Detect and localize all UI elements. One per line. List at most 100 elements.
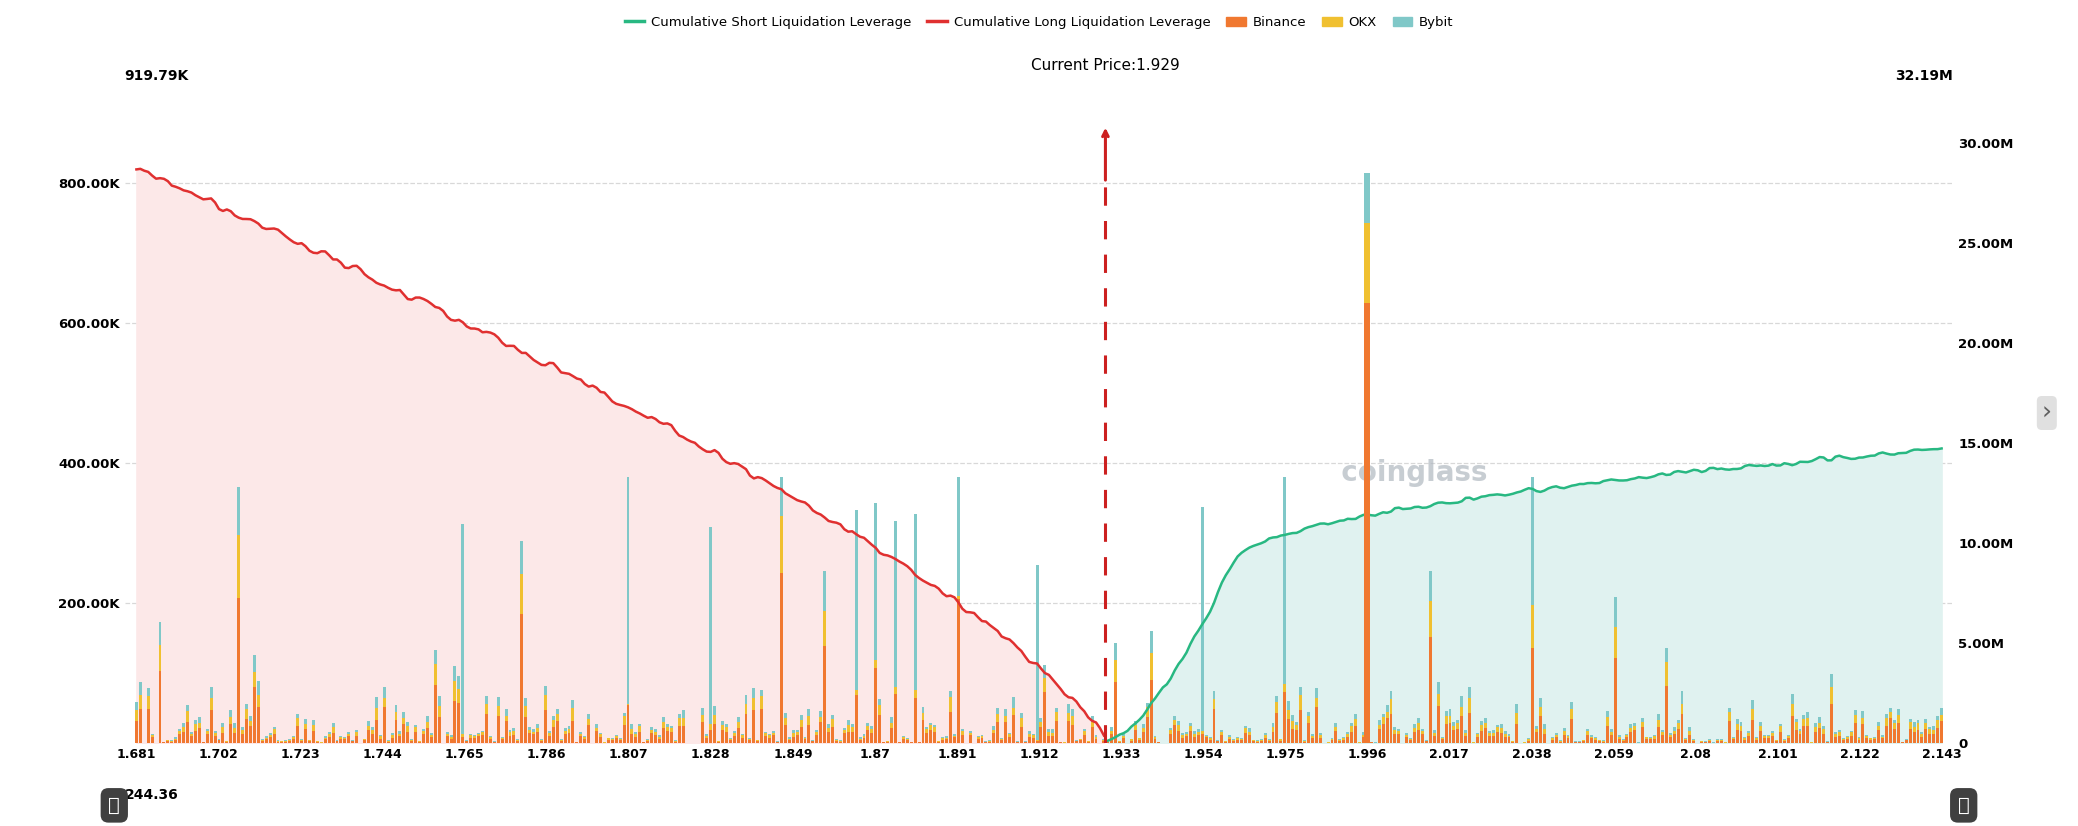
Bar [1889, 708, 1891, 712]
Bar [1390, 691, 1392, 699]
Bar [1417, 719, 1419, 723]
Bar [276, 741, 278, 742]
Bar [540, 741, 542, 743]
Bar [1735, 729, 1739, 743]
Bar [387, 742, 389, 743]
Bar [725, 732, 727, 743]
Bar [501, 739, 503, 743]
Bar [1020, 727, 1022, 743]
Bar [453, 666, 457, 681]
Bar [193, 724, 197, 731]
Bar [1629, 729, 1633, 732]
Bar [478, 733, 480, 734]
Bar [1876, 725, 1881, 730]
Bar [197, 717, 202, 723]
Bar [555, 721, 559, 743]
Bar [1606, 711, 1608, 718]
Bar [1610, 729, 1613, 732]
Bar [646, 740, 648, 741]
Bar [1727, 713, 1731, 721]
Bar [796, 734, 798, 743]
Bar [1047, 729, 1049, 732]
Bar [665, 727, 669, 731]
Bar [594, 724, 598, 728]
Bar [634, 734, 638, 738]
Bar [1885, 714, 1889, 719]
Bar [229, 717, 233, 724]
Bar [993, 726, 995, 729]
Bar [175, 740, 177, 743]
Bar [1236, 738, 1238, 739]
Bar [875, 668, 877, 743]
Bar [540, 740, 542, 741]
Bar [615, 738, 617, 743]
Bar [1141, 733, 1145, 743]
Bar [1928, 727, 1930, 729]
Bar [237, 487, 241, 534]
Bar [1189, 731, 1193, 743]
Bar [434, 649, 436, 664]
Bar [509, 736, 511, 743]
Bar [312, 730, 316, 743]
Bar [1444, 724, 1448, 743]
Bar [1795, 729, 1797, 743]
Bar [815, 735, 819, 743]
Bar [1937, 720, 1939, 728]
Bar [1621, 740, 1625, 741]
Bar [403, 724, 405, 743]
Bar [395, 705, 397, 712]
Bar [989, 742, 991, 743]
Bar [1214, 691, 1216, 699]
Bar [1184, 736, 1189, 743]
Bar [1739, 731, 1743, 743]
Bar [1721, 741, 1723, 743]
Bar [1515, 724, 1519, 743]
Bar [395, 720, 397, 743]
Bar [1629, 732, 1633, 743]
Bar [407, 726, 409, 732]
Bar [297, 714, 299, 719]
Bar [1673, 727, 1675, 731]
Bar [1554, 737, 1558, 743]
Bar [1448, 723, 1450, 743]
Bar [206, 729, 208, 731]
Bar [1866, 734, 1868, 736]
Bar [1540, 707, 1542, 716]
Bar [1430, 601, 1432, 637]
Bar [166, 740, 168, 741]
Bar [520, 615, 524, 743]
Bar [709, 528, 713, 724]
Bar [206, 733, 208, 743]
Bar [1615, 597, 1617, 627]
Bar [434, 686, 436, 743]
Text: ⏸: ⏸ [108, 795, 121, 815]
Bar [1228, 735, 1232, 737]
Bar [1461, 695, 1463, 707]
Bar [1417, 723, 1419, 730]
Bar [532, 732, 536, 734]
Bar [1251, 741, 1255, 743]
Bar [1743, 738, 1746, 740]
Bar [960, 731, 964, 734]
Bar [1910, 719, 1912, 723]
Bar [981, 737, 983, 738]
Bar [1361, 737, 1365, 743]
Bar [1130, 739, 1133, 741]
Bar [465, 741, 468, 743]
Bar [1220, 735, 1224, 743]
Bar [1542, 729, 1546, 734]
Bar [1602, 742, 1604, 743]
Bar [1295, 725, 1299, 730]
Bar [1845, 736, 1849, 738]
Bar [835, 740, 837, 741]
Bar [937, 742, 939, 743]
Text: Current Price:1.929: Current Price:1.929 [1031, 59, 1180, 74]
Bar [214, 731, 216, 733]
Bar [1461, 707, 1463, 715]
Bar [1307, 716, 1309, 723]
Bar [328, 733, 330, 734]
Bar [505, 715, 507, 721]
Bar [1590, 737, 1594, 738]
Bar [823, 572, 827, 611]
Bar [1586, 731, 1590, 734]
